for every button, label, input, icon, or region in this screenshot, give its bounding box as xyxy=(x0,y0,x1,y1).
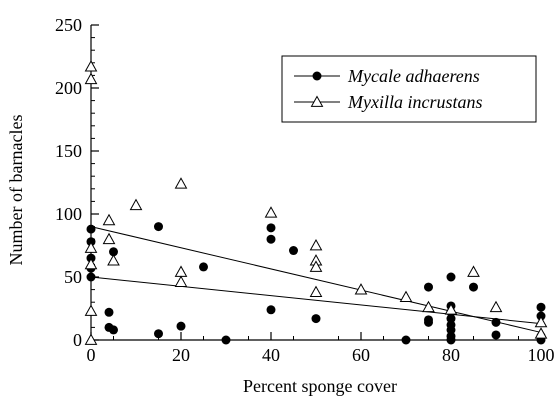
data-point-series-2 xyxy=(102,213,116,226)
y-axis-label: Number of barnacles xyxy=(6,115,26,266)
data-point-series-1 xyxy=(446,335,456,345)
data-point-series-1 xyxy=(536,302,546,312)
data-point-series-2 xyxy=(174,177,188,189)
data-point-series-2 xyxy=(309,238,323,251)
x-tick-label: 60 xyxy=(352,345,370,365)
data-point-series-2 xyxy=(102,232,116,245)
legend-marker xyxy=(312,71,322,81)
data-point-series-2 xyxy=(107,254,120,266)
data-point-series-1 xyxy=(446,314,456,324)
data-point-series-2 xyxy=(84,304,98,316)
legend-label: Myxilla incrustans xyxy=(347,92,482,112)
y-tick-label: 50 xyxy=(64,267,82,287)
data-point-series-2 xyxy=(444,303,458,315)
data-point-series-1 xyxy=(401,335,411,345)
trend-lines xyxy=(90,226,542,333)
data-point-series-2 xyxy=(84,333,98,345)
data-point-series-1 xyxy=(109,247,118,257)
x-tick-label: 100 xyxy=(528,345,555,365)
x-tick-label: 0 xyxy=(87,345,96,365)
data-point-series-2 xyxy=(489,300,503,313)
tick-labels: 0 50 100 150 200 250 0 20 40 60 80 100 xyxy=(55,15,555,365)
y-tick-label: 0 xyxy=(73,330,82,350)
y-tick-label: 100 xyxy=(55,204,82,224)
data-point-series-2 xyxy=(84,241,98,253)
data-point-series-1 xyxy=(86,224,96,234)
data-point-series-2 xyxy=(354,283,368,295)
y-tick-label: 200 xyxy=(55,78,82,98)
data-point-series-2 xyxy=(467,265,480,277)
y-tick-label: 250 xyxy=(55,15,82,35)
data-point-series-1 xyxy=(446,325,456,335)
data-point-series-1 xyxy=(109,325,118,335)
data-point-series-1 xyxy=(176,321,186,331)
data-point-series-2 xyxy=(309,260,323,272)
data-point-series-2 xyxy=(309,285,323,298)
data-point-series-1 xyxy=(266,223,276,233)
legend-marker xyxy=(310,95,324,107)
data-point-series-1 xyxy=(266,234,276,244)
data-point-series-1 xyxy=(86,272,96,282)
data-point-series-2 xyxy=(129,198,143,211)
data-point-series-2 xyxy=(84,60,98,72)
data-point-series-1 xyxy=(289,246,298,256)
legend-box xyxy=(281,55,537,123)
data-point-series-1 xyxy=(154,222,163,232)
data-point-series-1 xyxy=(491,317,501,327)
data-point-series-1 xyxy=(266,305,276,315)
data-points xyxy=(84,60,548,345)
trend-line-series-2 xyxy=(90,276,542,325)
x-tick-label: 20 xyxy=(172,345,190,365)
data-point-series-1 xyxy=(446,272,456,282)
y-tick-label: 150 xyxy=(55,141,82,161)
trend-line-series-1 xyxy=(90,226,542,333)
data-point-series-1 xyxy=(104,307,114,317)
data-point-series-2 xyxy=(422,300,435,313)
data-point-series-2 xyxy=(84,72,98,85)
data-point-series-1 xyxy=(424,317,433,327)
data-point-series-1 xyxy=(469,282,478,292)
data-point-series-1 xyxy=(424,282,433,292)
data-point-series-1 xyxy=(311,314,321,324)
data-point-series-2 xyxy=(264,206,278,218)
data-point-series-2 xyxy=(84,257,98,270)
data-point-series-2 xyxy=(174,265,188,277)
legend-label: Mycale adhaerens xyxy=(347,66,480,86)
data-point-series-1 xyxy=(154,329,163,339)
data-point-series-2 xyxy=(534,327,548,339)
data-point-series-2 xyxy=(399,290,413,303)
data-point-series-1 xyxy=(199,262,208,272)
x-tick-label: 40 xyxy=(262,345,280,365)
data-point-series-1 xyxy=(491,330,501,340)
data-point-series-2 xyxy=(174,275,188,287)
legend: Mycale adhaerens Myxilla incrustans xyxy=(281,55,537,123)
data-point-series-1 xyxy=(221,335,231,345)
data-point-series-2 xyxy=(534,315,548,328)
x-axis-label: Percent sponge cover xyxy=(243,376,397,396)
x-tick-label: 80 xyxy=(442,345,460,365)
